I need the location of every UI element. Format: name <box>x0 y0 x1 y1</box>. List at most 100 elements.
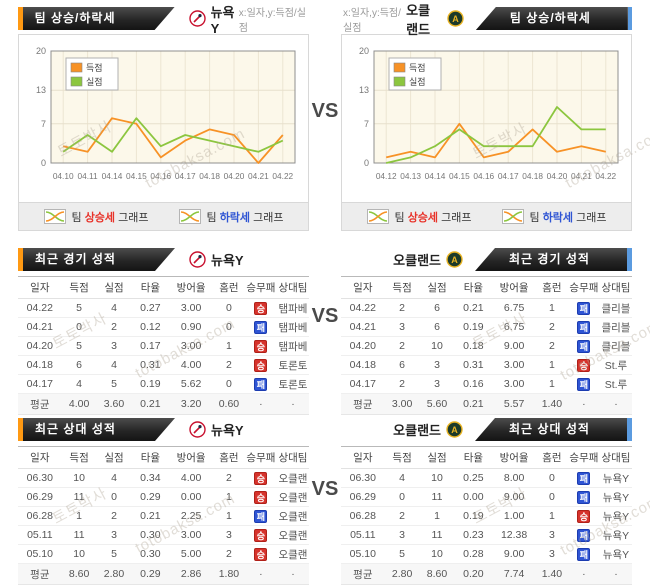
stat-cell: 9.00 <box>492 336 536 356</box>
column-header: 방어율 <box>169 276 213 299</box>
trend-header-right: x:일자,y:득점/실점 오클랜드 A 팀 상승/하락세 <box>341 3 632 37</box>
h2h-table-left: 일자 득점 실점 타율 방어율 홈런 승무패 상대팀 06.30 10 4 0.34 4.00 2 승 오클랜… <box>18 446 309 585</box>
loss-badge: 패 <box>577 471 591 485</box>
table-row: 05.10 5 10 0.28 9.00 3 패 뉴욕Y <box>341 544 632 564</box>
section-title: 팀 상승/하락세 <box>34 11 116 25</box>
result-cell: 패 <box>244 506 277 526</box>
column-header: 타율 <box>131 276 170 299</box>
stat-cell: 3 <box>96 525 132 545</box>
stat-cell: 5 <box>96 374 132 394</box>
section-title: 최근 상대 성적 <box>35 422 116 436</box>
table-row: 06.29 11 0 0.29 0.00 1 승 오클랜 <box>18 487 309 507</box>
svg-text:04.11: 04.11 <box>77 171 98 181</box>
blue-accent-bar <box>627 7 632 30</box>
table-row: 04.22 2 6 0.21 6.75 1 패 클리블 <box>341 298 632 318</box>
svg-text:04.16: 04.16 <box>473 171 494 181</box>
stat-cell: 0.30 <box>131 544 170 564</box>
yankees-logo-icon <box>189 421 206 438</box>
column-header: 일자 <box>341 446 385 469</box>
stat-cell: 11 <box>61 525 97 545</box>
stat-cell: 9.00 <box>492 544 536 564</box>
average-row: 평균 4.00 3.60 0.21 3.20 0.60 · · <box>18 393 309 415</box>
loss-badge: 패 <box>577 528 591 542</box>
svg-text:7: 7 <box>363 119 368 129</box>
svg-text:0: 0 <box>363 158 368 168</box>
table-row: 04.20 2 10 0.18 9.00 2 패 클리블 <box>341 336 632 356</box>
blue-accent-bar <box>627 418 632 441</box>
stat-cell: 4 <box>384 468 420 488</box>
stat-cell: 8.00 <box>492 468 536 488</box>
h2h-header-right: 오클랜드 A 최근 상대 성적 <box>341 417 632 442</box>
table-row: 05.10 10 5 0.30 5.00 2 승 오클랜 <box>18 544 309 564</box>
stat-cell: 5 <box>384 544 420 564</box>
date-cell: 05.11 <box>18 525 62 545</box>
average-row: 평균 8.60 2.80 0.29 2.86 1.80 · · <box>18 563 309 585</box>
loss-badge: 패 <box>577 320 591 334</box>
average-cell: 3.00 <box>384 393 420 415</box>
stat-cell: 5 <box>61 336 97 356</box>
svg-text:04.20: 04.20 <box>223 171 244 181</box>
column-header: 방어율 <box>492 276 536 299</box>
stat-cell: 1 <box>212 487 245 507</box>
svg-text:04.22: 04.22 <box>595 171 616 181</box>
win-badge: 승 <box>254 547 268 561</box>
result-cell: 승 <box>244 468 277 488</box>
table-row: 06.28 2 1 0.19 1.00 1 승 뉴욕Y <box>341 506 632 526</box>
loss-badge: 패 <box>254 509 268 523</box>
stat-cell: 3 <box>419 355 455 375</box>
stat-cell: 6 <box>419 298 455 318</box>
table-header-row: 일자 득점 실점 타율 방어율 홈런 승무패 상대팀 <box>18 446 309 469</box>
column-header: 타율 <box>131 446 170 469</box>
recent-games-table-right: 일자 득점 실점 타율 방어율 홈런 승무패 상대팀 04.22 2 6 0.21 6.75 1 패 클리블 0… <box>341 276 632 415</box>
result-cell: 패 <box>567 336 600 356</box>
svg-text:04.21: 04.21 <box>571 171 592 181</box>
stat-cell: 3 <box>212 525 245 545</box>
svg-text:득점: 득점 <box>409 62 426 73</box>
trend-chart-box-left: 0 7 13 20 득점 실점 04.10 04.11 04.14 04.15 04.16 04.17… <box>18 34 309 231</box>
section-title: 최근 상대 성적 <box>509 422 590 436</box>
column-header: 승무패 <box>567 446 600 469</box>
column-header: 승무패 <box>567 276 600 299</box>
rise-legend-item: 팀 상승세 그래프 <box>366 209 472 225</box>
average-cell: 1.40 <box>535 393 568 415</box>
stat-cell: 3.00 <box>169 336 213 356</box>
result-cell: 승 <box>244 355 277 375</box>
stat-cell: 3 <box>535 544 568 564</box>
result-cell: 패 <box>567 487 600 507</box>
win-badge: 승 <box>577 358 591 372</box>
trend-cross-icon <box>178 209 201 224</box>
stat-cell: 2 <box>535 336 568 356</box>
stat-cell: 2 <box>384 374 420 394</box>
table-row: 04.21 0 2 0.12 0.90 0 패 탬파베 <box>18 317 309 337</box>
stat-cell: 0 <box>535 468 568 488</box>
svg-text:7: 7 <box>40 119 45 129</box>
stat-cell: 0.12 <box>131 317 170 337</box>
stat-cell: 3 <box>535 525 568 545</box>
average-cell: 4.00 <box>61 393 97 415</box>
result-cell: 승 <box>244 336 277 356</box>
svg-text:04.18: 04.18 <box>199 171 220 181</box>
trend-chart-box-right: 0 7 13 20 득점 실점 04.12 04.13 04.14 04.15 04.16 04.17… <box>341 34 632 231</box>
date-cell: 04.18 <box>18 355 62 375</box>
chart-footer-legend: 팀 상승세 그래프 팀 하락세 그래프 <box>342 202 631 230</box>
table-row: 04.18 6 3 0.31 3.00 1 승 St.루 <box>341 355 632 375</box>
team-name: 오클랜드 <box>393 253 441 268</box>
date-cell: 04.20 <box>341 336 385 356</box>
stat-cell: 11 <box>61 487 97 507</box>
result-cell: 승 <box>567 355 600 375</box>
date-cell: 04.20 <box>18 336 62 356</box>
team-name: 뉴욕Y <box>210 4 235 36</box>
opponent-cell: St.루 <box>599 374 632 394</box>
average-cell: · <box>599 393 632 415</box>
table-row: 05.11 11 3 0.30 3.00 3 승 오클랜 <box>18 525 309 545</box>
team-name: 뉴욕Y <box>211 253 244 268</box>
date-cell: 06.29 <box>18 487 62 507</box>
stat-cell: 10 <box>61 544 97 564</box>
stat-cell: 6 <box>61 355 97 375</box>
opponent-cell: 오클랜 <box>276 544 309 564</box>
svg-text:04.15: 04.15 <box>126 171 147 181</box>
table-row: 06.28 1 2 0.21 2.25 1 패 오클랜 <box>18 506 309 526</box>
section-title: 최근 경기 성적 <box>35 252 116 266</box>
